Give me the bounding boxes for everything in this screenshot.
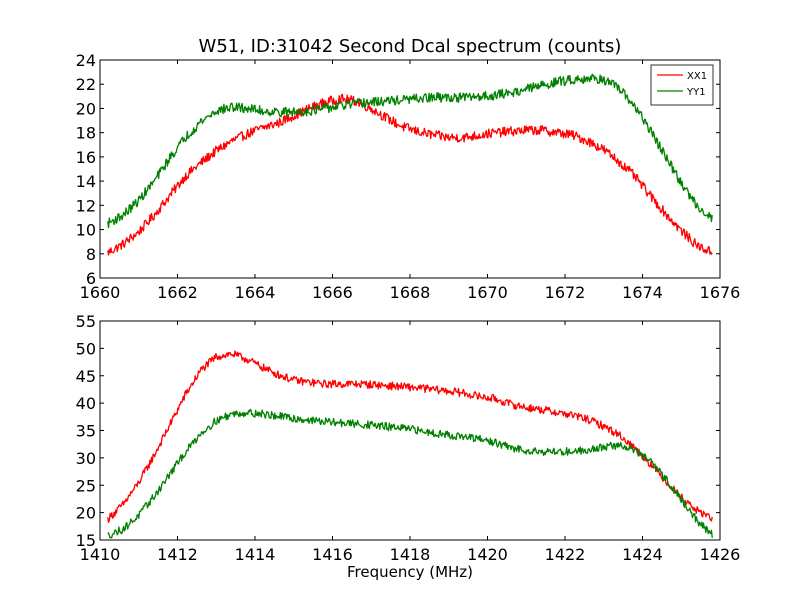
top-legend-label-xx1: XX1 xyxy=(687,71,707,82)
bottom-series-red-line xyxy=(107,350,713,523)
bottom-plot-xlabel: Frequency (MHz) xyxy=(347,563,473,581)
top-x-tick-label: 1664 xyxy=(235,283,276,302)
top-y-tick-label: 22 xyxy=(76,75,96,94)
top-y-tick-label: 24 xyxy=(76,51,96,70)
top-legend-label-yy1: YY1 xyxy=(686,87,706,98)
bottom-x-tick-label: 1426 xyxy=(700,545,741,564)
bottom-x-tick-label: 1410 xyxy=(80,545,121,564)
bottom-plot-area xyxy=(107,350,713,539)
bottom-series-green-line xyxy=(107,408,713,539)
top-x-tick-label: 1662 xyxy=(157,283,198,302)
top-y-tick-label: 14 xyxy=(76,172,96,191)
bottom-y-tick-label: 25 xyxy=(76,476,96,495)
bottom-y-tick-label: 45 xyxy=(76,367,96,386)
bottom-x-tick-label: 1422 xyxy=(545,545,586,564)
bottom-y-tick-label: 40 xyxy=(76,394,96,413)
top-y-tick-label: 6 xyxy=(86,269,96,288)
bottom-x-tick-label: 1414 xyxy=(235,545,276,564)
top-series-xx1-line xyxy=(107,93,713,256)
top-plot-area xyxy=(107,73,713,256)
top-x-tick-label: 1660 xyxy=(80,283,121,302)
top-plot: W51, ID:31042 Second Dcal spectrum (coun… xyxy=(76,36,741,302)
bottom-y-tick-label: 50 xyxy=(76,339,96,358)
top-y-tick-label: 12 xyxy=(76,196,96,215)
bottom-x-tick-label: 1424 xyxy=(622,545,663,564)
bottom-y-tick-label: 30 xyxy=(76,449,96,468)
bottom-y-tick-label: 20 xyxy=(76,504,96,523)
top-plot-title: W51, ID:31042 Second Dcal spectrum (coun… xyxy=(199,36,622,57)
bottom-y-tick-label: 55 xyxy=(76,312,96,331)
bottom-y-tick-label: 35 xyxy=(76,422,96,441)
top-x-tick-label: 1676 xyxy=(700,283,741,302)
top-y-tick-label: 8 xyxy=(86,245,96,264)
bottom-y-tick-label: 15 xyxy=(76,531,96,550)
bottom-x-tick-label: 1418 xyxy=(390,545,431,564)
top-x-tick-label: 1666 xyxy=(312,283,353,302)
bottom-x-tick-label: 1420 xyxy=(467,545,508,564)
bottom-plot: Frequency (MHz) 1410 1412 1414 1416 1418 1420… xyxy=(76,312,741,581)
top-x-tick-label: 1668 xyxy=(390,283,431,302)
top-y-tick-label: 16 xyxy=(76,148,96,167)
top-series-yy1-line xyxy=(107,73,713,229)
top-x-tick-label: 1670 xyxy=(467,283,508,302)
top-y-tick-label: 20 xyxy=(76,99,96,118)
top-y-tick-label: 18 xyxy=(76,124,96,143)
top-legend-box xyxy=(650,64,714,106)
bottom-x-tick-label: 1416 xyxy=(312,545,353,564)
top-x-tick-label: 1674 xyxy=(622,283,663,302)
bottom-x-tick-label: 1412 xyxy=(157,545,198,564)
top-y-tick-label: 10 xyxy=(76,221,96,240)
top-x-tick-label: 1672 xyxy=(545,283,586,302)
